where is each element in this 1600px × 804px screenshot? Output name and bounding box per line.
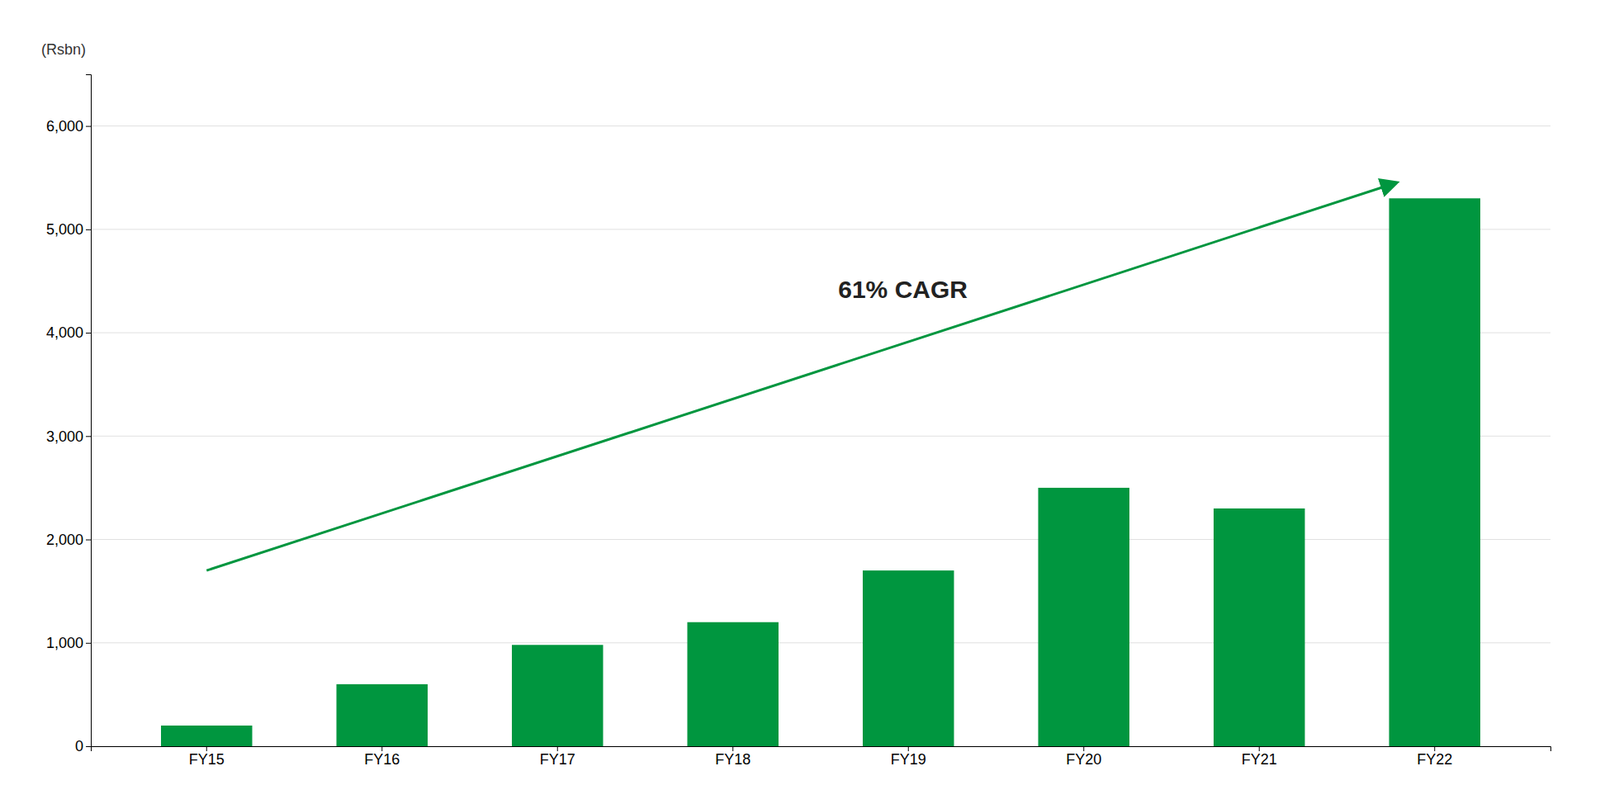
x-tick: FY18 — [714, 746, 751, 768]
y-tick: 1,000 — [46, 634, 91, 652]
y-tick-mark — [85, 126, 91, 128]
x-tick-label: FY18 — [714, 751, 751, 768]
grid-line — [90, 125, 1551, 127]
x-tick: FY17 — [539, 746, 576, 768]
trend-arrow — [206, 182, 1397, 571]
bar — [160, 725, 253, 747]
y-tick-mark — [85, 435, 91, 437]
y-tick-mark — [85, 229, 91, 231]
x-tick: FY16 — [364, 746, 400, 768]
x-tick: FY15 — [189, 746, 225, 768]
bar — [336, 684, 429, 747]
grid-line — [90, 642, 1551, 644]
grid-line — [90, 228, 1551, 230]
chart-svg: 01,0002,0003,0004,0005,0006,000FY15FY16F… — [0, 0, 1600, 804]
grid-line — [90, 332, 1551, 334]
x-axis: FY15 FY16 FY17 FY18 FY19 FY20 FY21 FY22 — [91, 746, 1552, 768]
x-tick-label: FY15 — [189, 751, 225, 768]
y-axis-line — [85, 75, 92, 748]
bar — [862, 570, 955, 747]
y-tick-label: 4,000 — [46, 324, 84, 341]
grid-line — [90, 435, 1551, 437]
x-tick-label: FY22 — [1416, 751, 1453, 768]
y-tick-mark — [85, 746, 91, 748]
grid — [90, 126, 1551, 747]
x-tick: FY20 — [1065, 746, 1102, 768]
y-tick-label: 2,000 — [46, 531, 84, 549]
y-tick-label: 6,000 — [46, 118, 84, 135]
bar — [1038, 487, 1131, 747]
annotation: 61% CAGR — [837, 275, 968, 303]
grid-line — [90, 539, 1551, 540]
x-tick: FY22 — [1416, 746, 1453, 768]
bar — [1389, 198, 1482, 747]
x-tick: FY21 — [1241, 746, 1278, 768]
chart-container: 01,0002,0003,0004,0005,0006,000FY15FY16F… — [0, 0, 1600, 804]
x-tick-label: FY16 — [364, 751, 400, 768]
y-tick: 5,000 — [46, 221, 91, 238]
y-tick-mark — [85, 332, 91, 334]
y-tick-mark — [85, 643, 91, 644]
y-tick: 2,000 — [46, 531, 91, 549]
bar — [1213, 508, 1306, 747]
x-tick-label: FY17 — [539, 751, 576, 768]
y-tick: 3,000 — [46, 428, 91, 445]
x-axis-line — [91, 747, 1552, 753]
x-tick-label: FY19 — [890, 751, 927, 768]
y-tick: 0 — [75, 738, 91, 755]
y-axis-label: (Rsbn) — [41, 41, 86, 58]
bars — [160, 198, 1481, 747]
y-tick-mark — [85, 539, 91, 541]
y-tick-label: 1,000 — [46, 634, 84, 652]
x-tick-label: FY21 — [1241, 751, 1278, 768]
y-axis: 0 1,000 2,000 3,000 4,000 5,000 6,000 — [46, 75, 92, 756]
bar — [687, 622, 780, 747]
x-tick: FY19 — [890, 746, 927, 768]
bar — [511, 644, 604, 747]
y-tick: 6,000 — [46, 118, 91, 135]
x-tick-label: FY20 — [1065, 751, 1102, 768]
y-tick-label: 3,000 — [46, 428, 84, 445]
y-tick: 4,000 — [46, 324, 91, 341]
y-tick-label: 5,000 — [46, 221, 84, 238]
annotations: 61% CAGR — [206, 182, 1397, 571]
y-tick-label: 0 — [75, 738, 84, 755]
